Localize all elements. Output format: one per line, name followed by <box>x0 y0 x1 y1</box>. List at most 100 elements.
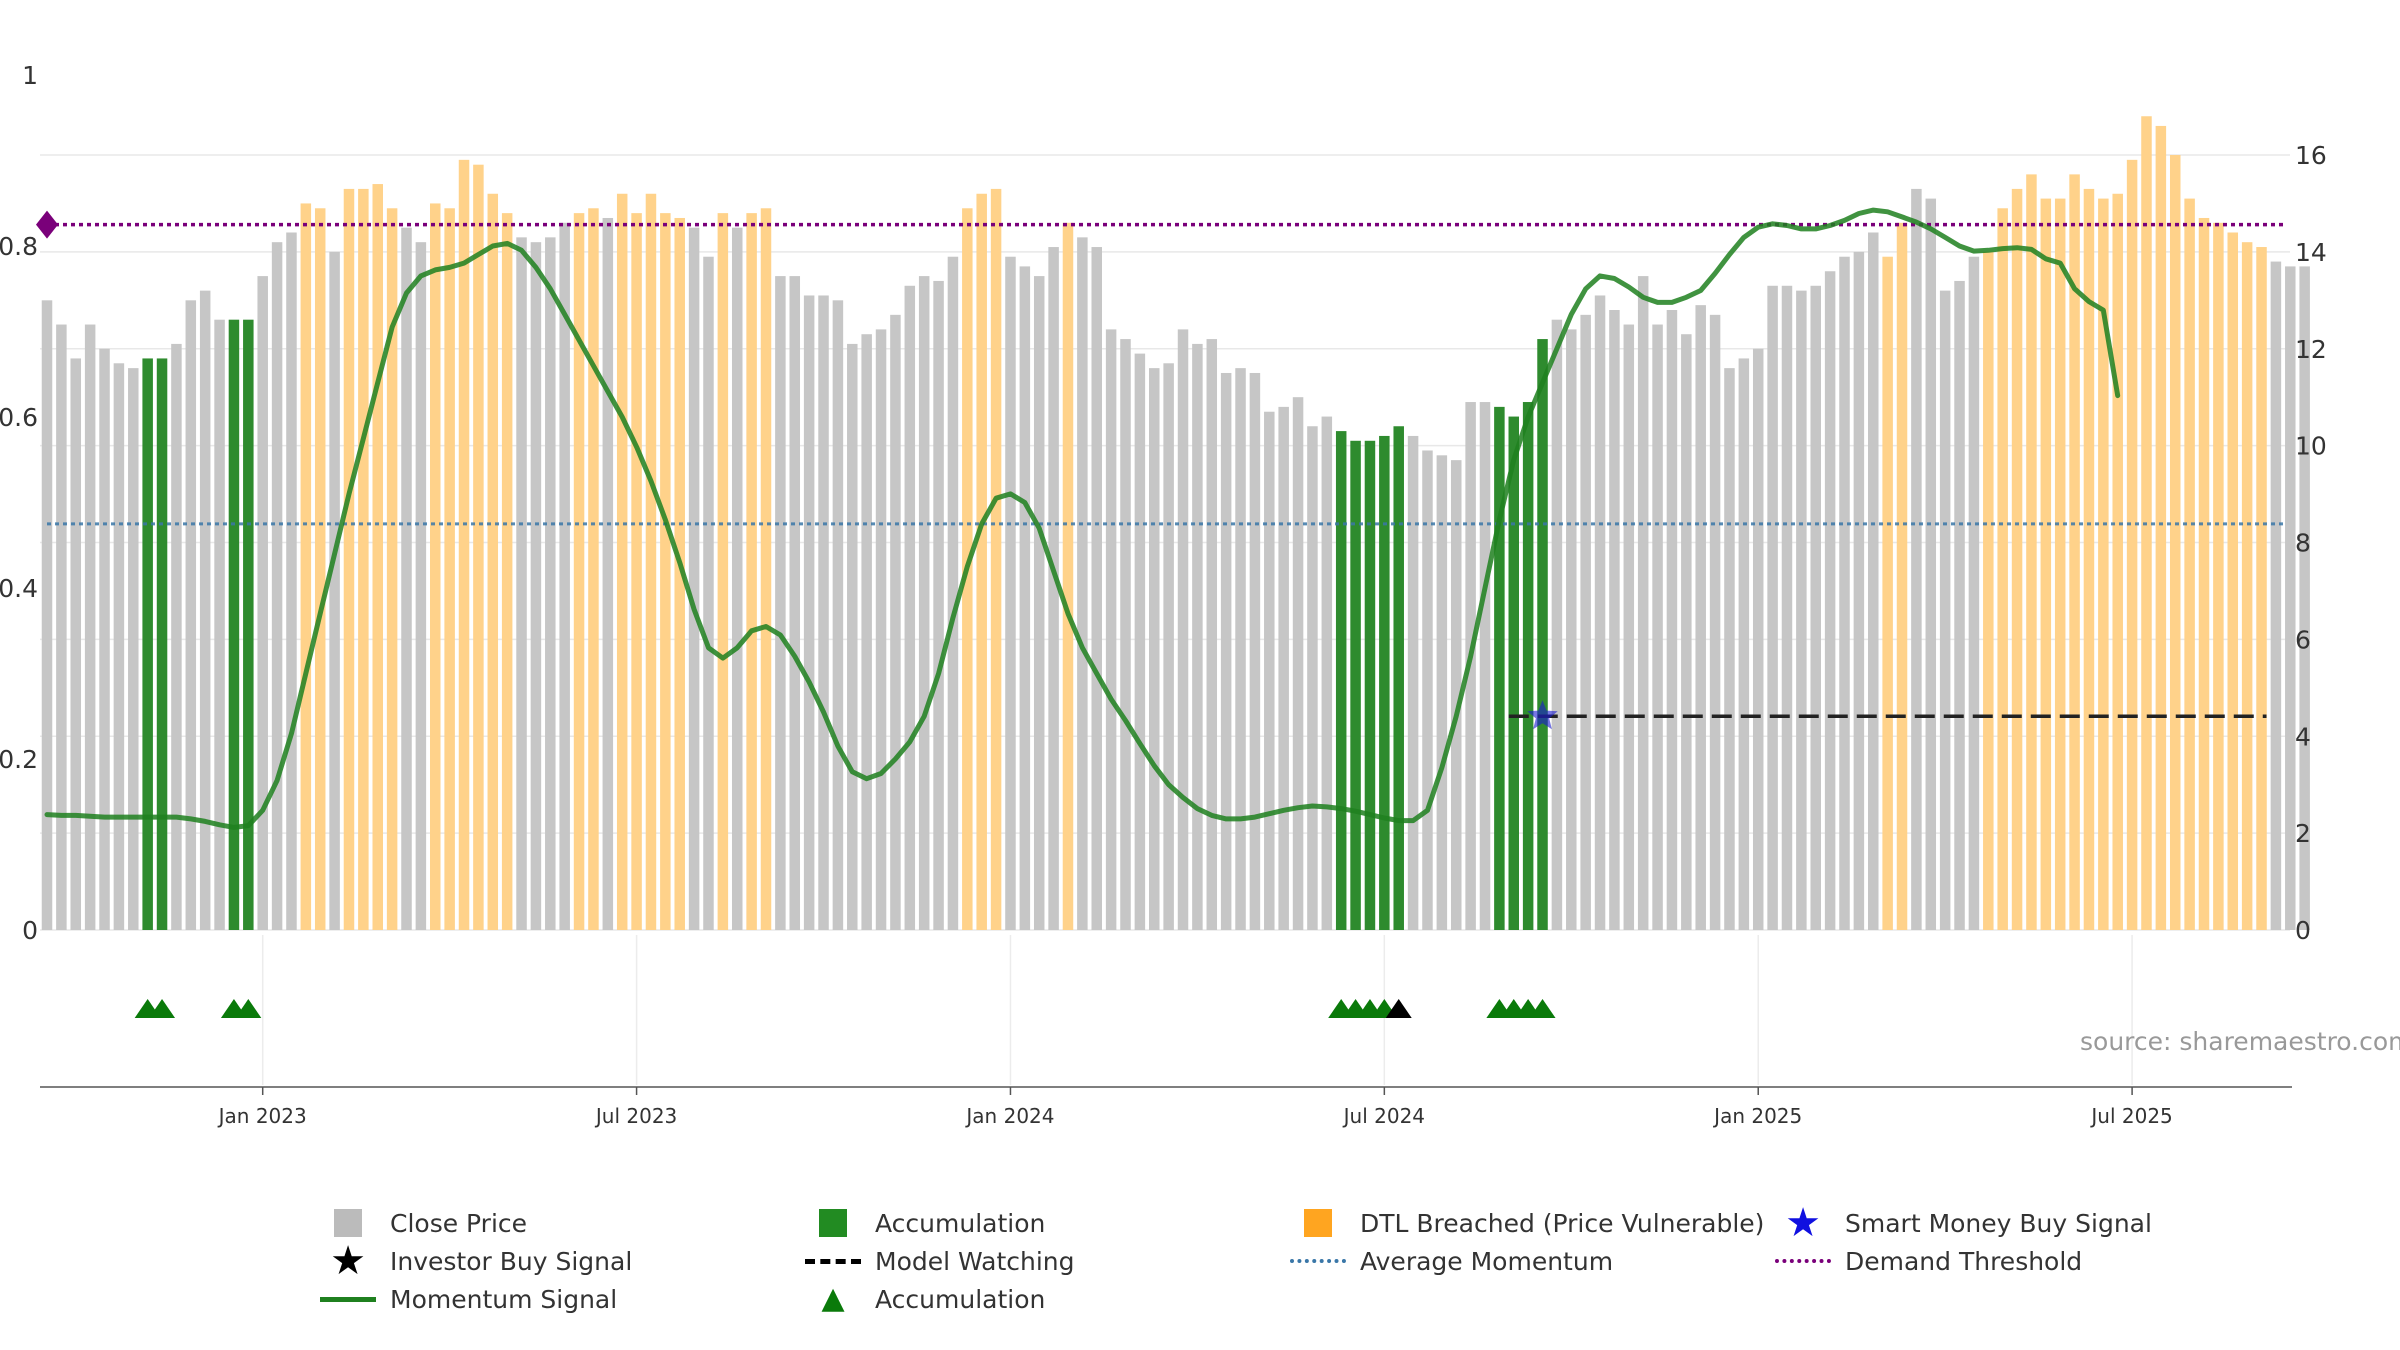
close-price-bar <box>1134 353 1146 930</box>
close-price-bar <box>199 290 211 930</box>
close-price-bar <box>890 314 901 930</box>
close-price-bar <box>1868 232 1879 930</box>
right-axis-tick-label: 2 <box>2295 819 2311 848</box>
close-price-bar <box>803 295 815 930</box>
accumulation-swatch <box>819 1209 847 1237</box>
dtl-breached-bar <box>760 208 772 930</box>
left-axis-tick-label: 0.8 <box>0 232 38 261</box>
close-price-bar <box>1206 339 1218 930</box>
right-axis-tick-label: 4 <box>2295 722 2311 751</box>
close-price-bar <box>1264 411 1275 930</box>
legend-model-watching: Model Watching <box>805 1243 1075 1279</box>
left-axis-tick-label: 0.4 <box>0 574 38 603</box>
legend-investor-buy: ★ Investor Buy Signal <box>330 1238 633 1284</box>
x-tick-label: Jul 2023 <box>594 1104 677 1128</box>
close-price-bar <box>1407 435 1419 930</box>
close-price-bar <box>688 227 700 930</box>
close-price-bar <box>1551 319 1563 930</box>
dtl-breached-bar <box>2241 242 2253 930</box>
dtl-breached-bar <box>976 193 987 930</box>
accumulation-bar <box>1522 402 1534 930</box>
dtl-breached-bar <box>717 213 729 930</box>
smart-money-buy-star <box>1527 700 1558 730</box>
close-price-bar <box>1839 256 1850 930</box>
black-star-icon: ★ <box>330 1238 366 1284</box>
chart-legend: Close Price Accumulation DTL Breached (P… <box>320 1200 2220 1325</box>
legend-average-momentum: Average Momentum <box>1290 1243 1613 1279</box>
chart-axes: Jan 2023 Jul 2023 Jan 2024 Jul 2024 Jan 2025… <box>0 61 2400 1128</box>
close-price-bar <box>775 276 786 930</box>
close-price-bar <box>1105 329 1117 930</box>
close-price-bar <box>1091 247 1102 930</box>
close-price-bar <box>1192 343 1203 930</box>
accumulation-bar <box>1364 440 1376 930</box>
dtl-breached-bar <box>2184 198 2195 930</box>
dtl-breached-bar <box>2155 125 2167 930</box>
close-price-bar <box>1853 251 1865 930</box>
x-tick-label: Jul 2024 <box>1342 1104 1425 1128</box>
close-price-bar <box>1292 397 1304 930</box>
right-axis-tick-label: 14 <box>2295 238 2327 267</box>
close-price-bar <box>1594 295 1606 930</box>
dtl-breached-bar <box>386 208 398 930</box>
dtl-breached-bar <box>358 188 369 930</box>
close-price-bar <box>602 217 614 930</box>
close-price-bar <box>2285 266 2296 930</box>
dtl-breached-bar <box>1882 256 1893 930</box>
left-axis-tick-label: 1 <box>22 61 38 90</box>
close-price-bar <box>1738 358 1750 930</box>
dtl-breached-bar <box>2198 217 2210 930</box>
accumulation-marker <box>149 999 176 1018</box>
dtl-breached-bar <box>573 213 585 930</box>
close-price-bar <box>1163 363 1174 930</box>
dtl-breached-bar <box>616 193 628 930</box>
dtl-breached-bar <box>2098 198 2109 930</box>
accumulation-marker <box>1529 999 1556 1018</box>
dtl-breached-bar <box>2083 188 2095 930</box>
close-price-bar <box>1422 450 1433 930</box>
close-price-bar <box>1120 339 1131 930</box>
close-price-bar <box>329 251 340 930</box>
accumulation-bar <box>1508 416 1520 930</box>
close-price-bar <box>818 295 829 930</box>
dtl-breached-bar <box>2011 188 2023 930</box>
close-price-bar <box>257 276 268 930</box>
investor-buy-marker <box>1385 999 1412 1018</box>
dtl-breached-bar <box>990 188 1002 930</box>
close-price-bar <box>1695 305 1706 930</box>
close-price-bar <box>530 242 542 930</box>
accumulation-bar <box>156 358 168 930</box>
x-tick-label: Jan 2025 <box>1712 1104 1802 1128</box>
close-price-bar <box>1580 314 1591 930</box>
close-price-bar <box>1019 266 1031 930</box>
x-tick-label: Jul 2025 <box>2089 1104 2172 1128</box>
dtl-breached-bar <box>588 208 599 930</box>
close-price-bar <box>516 237 527 930</box>
dtl-breached-bar <box>2169 155 2181 930</box>
close-price-swatch <box>334 1209 362 1237</box>
dtl-breached-bar <box>1997 208 2008 930</box>
close-price-bar <box>1709 314 1721 930</box>
accumulation-bar <box>243 319 254 930</box>
blue-star-icon: ★ <box>1785 1200 1821 1246</box>
close-price-bar <box>1005 256 1016 930</box>
accumulation-bar <box>1393 426 1404 930</box>
close-price-bar <box>559 222 570 930</box>
legend-demand-threshold: Demand Threshold <box>1775 1243 2082 1279</box>
close-price-bar <box>875 329 887 930</box>
source-note: source: sharemaestro.com <box>2080 1027 2400 1056</box>
accumulation-bar <box>1379 435 1390 930</box>
close-price-bar <box>1436 455 1448 930</box>
close-price-bar <box>1781 285 1793 930</box>
right-axis-tick-label: 0 <box>2295 916 2311 945</box>
close-price-bar <box>1752 348 1764 930</box>
purple-dotted-line-icon <box>1775 1259 1831 1263</box>
dtl-breached-bar <box>674 217 685 930</box>
dtl-breached-bar <box>2126 159 2138 930</box>
close-price-bar <box>1652 324 1663 930</box>
close-price-bar <box>1954 280 1965 930</box>
close-price-bar <box>1278 406 1289 930</box>
legend-smart-money-buy: ★ Smart Money Buy Signal <box>1785 1200 2152 1246</box>
accumulation-bar <box>228 319 240 930</box>
close-price-bar <box>415 242 427 930</box>
